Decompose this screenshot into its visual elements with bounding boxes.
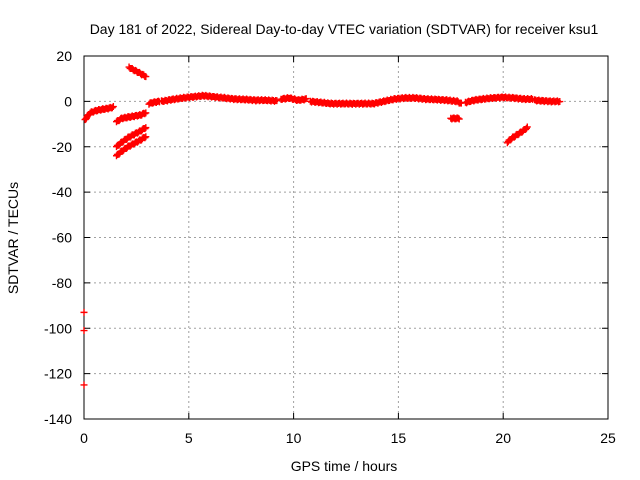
x-tick-label: 20 [495,430,511,446]
y-tick-label: -100 [44,320,72,336]
data-point [556,98,564,106]
y-tick-label: -120 [44,366,72,382]
data-point [109,103,117,111]
data-point [302,95,310,103]
data-points [80,63,564,389]
y-tick-label: -60 [52,230,72,246]
data-point [523,123,531,131]
data-point [80,308,88,316]
axis-ticks: 20 0 -20 -40 -60 -80 -100 -120 -140 0 5 10 15 20 25 [44,48,616,446]
data-point [141,125,149,133]
data-point [108,104,116,112]
grid-lines [84,56,608,419]
data-point [455,115,463,123]
data-point [142,73,150,81]
x-tick-label: 25 [600,430,616,446]
data-point [80,381,88,389]
y-tick-label: -80 [52,275,72,291]
data-point [80,327,88,335]
x-tick-label: 0 [80,430,88,446]
data-point [142,109,150,117]
data-point [527,95,535,103]
data-point [273,97,281,105]
data-point [141,110,149,118]
data-point [142,124,150,132]
data-point [142,133,150,141]
data-point [141,134,149,142]
x-tick-label: 10 [286,430,302,446]
y-tick-label: -40 [52,184,72,200]
x-axis-title: GPS time / hours [291,458,398,474]
y-axis-title: SDTVAR / TECUs [5,182,21,294]
data-point [454,114,462,122]
chart-title: Day 181 of 2022, Sidereal Day-to-day VTE… [90,21,599,37]
y-tick-label: 0 [64,93,72,109]
y-tick-label: 20 [56,48,72,64]
y-tick-label: -140 [44,411,72,427]
x-tick-label: 5 [185,430,193,446]
data-point [522,124,530,132]
x-tick-label: 15 [391,430,407,446]
y-tick-label: -20 [52,139,72,155]
